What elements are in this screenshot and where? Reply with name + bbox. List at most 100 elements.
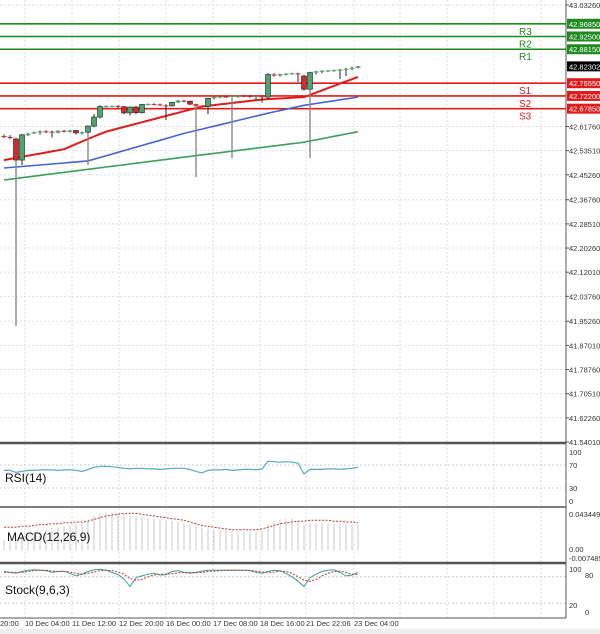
- candle-body: [325, 70, 331, 72]
- level-price-box: [567, 103, 600, 114]
- time-axis: 20:00 10 Dec 04:00 11 Dec 12:00 12 Dec 20:0…: [0, 619, 399, 628]
- candle-body: [217, 96, 223, 98]
- stochastic-tick-label: 0: [585, 608, 589, 617]
- candle-body: [55, 130, 61, 133]
- candle-body: [157, 104, 163, 106]
- candle-body: [43, 131, 49, 133]
- macd-tick-label: -0.007485: [569, 554, 600, 563]
- price-tick-label: 41.95260: [569, 317, 600, 326]
- moving-averages: [3, 75, 359, 181]
- candle-body: [49, 131, 55, 133]
- price-tick-label: 41.54010: [569, 438, 600, 447]
- candle-body: [271, 74, 277, 76]
- time-tick-label: 12 Dec 20:00: [119, 619, 164, 628]
- candle-body: [31, 132, 37, 134]
- candle-body: [67, 130, 73, 132]
- candle-body: [313, 71, 319, 73]
- level-price-value: 42.76550: [569, 79, 600, 88]
- current-price-value: 42.82302: [569, 62, 600, 71]
- level-label-r3: R3: [519, 27, 532, 38]
- stochastic-tick-label: 100: [569, 565, 582, 574]
- level-price-box: [567, 18, 600, 29]
- price-tick-label: 42.03760: [569, 292, 600, 301]
- candle-body: [253, 95, 259, 97]
- candle-body: [1, 136, 7, 138]
- candles: [1, 66, 361, 327]
- time-tick-label: 18 Dec 16:00: [260, 619, 305, 628]
- candle-body: [13, 138, 19, 161]
- level-price-box: [567, 44, 600, 55]
- price-tick-label: 42.45260: [569, 171, 600, 180]
- candle-body: [187, 100, 193, 105]
- level-label-r1: R1: [519, 52, 532, 63]
- rsi-tick-label: 0: [569, 497, 573, 506]
- candle-body: [7, 136, 13, 139]
- candle-body: [91, 116, 97, 127]
- level-price-box: [567, 31, 600, 42]
- moving-average-line: [3, 130, 359, 181]
- stochastic-tick-label: 80: [585, 571, 593, 580]
- candle-body: [85, 125, 91, 133]
- status-strip: [0, 629, 600, 634]
- candle-body: [127, 106, 133, 114]
- candle-body: [163, 105, 169, 107]
- rsi-tick-label: 100: [569, 448, 582, 457]
- candle-body: [151, 104, 157, 106]
- stochastic-label: Stock(9,6,3): [5, 583, 70, 597]
- candle-body: [121, 106, 127, 114]
- macd-tick-label: 0.00: [569, 545, 584, 554]
- price-tick-label: 41.70510: [569, 390, 600, 399]
- candle-body: [79, 132, 85, 134]
- candle-body: [73, 130, 79, 134]
- candle-body: [349, 67, 355, 69]
- grid: [0, 0, 566, 618]
- candle-body: [199, 105, 205, 107]
- moving-average-line: [3, 75, 359, 162]
- candle-body: [247, 95, 253, 97]
- price-tick-label: 42.53510: [569, 147, 600, 156]
- candle-body: [25, 133, 31, 135]
- candle-body: [103, 106, 109, 108]
- price-tick-label: 43.03260: [569, 1, 600, 10]
- rsi-line: [4, 460, 359, 475]
- candle-body: [229, 95, 235, 97]
- level-label-s1: S1: [519, 86, 532, 97]
- candle-body: [97, 106, 103, 118]
- level-price-value: 42.92500: [569, 33, 600, 42]
- candle-body: [193, 104, 199, 106]
- time-tick-label: 10 Dec 04:00: [25, 619, 70, 628]
- time-tick-label: 16 Dec 00:00: [166, 619, 211, 628]
- macd-label: MACD(12,26,9): [7, 530, 90, 544]
- price-tick-label: 42.20260: [569, 244, 600, 253]
- moving-average-line: [3, 96, 359, 169]
- price-tick-label: 42.36760: [569, 196, 600, 205]
- level-label-s2: S2: [519, 99, 532, 110]
- candle-body: [295, 73, 301, 75]
- candle-body: [301, 75, 307, 90]
- candle-body: [37, 131, 43, 133]
- candle-body: [307, 72, 313, 90]
- candle-body: [289, 73, 295, 75]
- candle-body: [331, 70, 337, 72]
- candle-body: [241, 95, 247, 97]
- candle-body: [139, 104, 145, 113]
- price-tick-label: 42.61760: [569, 123, 600, 132]
- candle-body: [19, 134, 25, 161]
- candle-body: [175, 100, 181, 103]
- time-tick-label: 17 Dec 08:00: [213, 619, 258, 628]
- candle-body: [265, 74, 271, 98]
- candle-body: [319, 70, 325, 72]
- time-tick-label: 23 Dec 04:00: [354, 619, 399, 628]
- level-price-value: 42.67850: [569, 105, 600, 114]
- candle-body: [223, 96, 229, 98]
- macd-signal-line: [4, 512, 359, 531]
- candle-body: [145, 104, 151, 106]
- candle-body: [109, 105, 115, 107]
- candle-body: [337, 69, 343, 71]
- level-price-box: [567, 90, 600, 101]
- candle-body: [169, 102, 175, 107]
- candle-body: [181, 100, 187, 102]
